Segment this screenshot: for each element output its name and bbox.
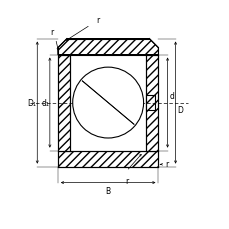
Polygon shape bbox=[58, 151, 158, 167]
Text: r: r bbox=[96, 16, 99, 25]
Text: D₁: D₁ bbox=[27, 99, 36, 108]
Circle shape bbox=[72, 68, 143, 138]
Text: r: r bbox=[50, 28, 53, 37]
Polygon shape bbox=[145, 55, 158, 151]
Polygon shape bbox=[58, 55, 70, 151]
Text: r: r bbox=[124, 176, 128, 185]
Polygon shape bbox=[58, 39, 158, 55]
Text: r: r bbox=[165, 159, 168, 168]
Text: d: d bbox=[169, 92, 173, 101]
Text: d₁: d₁ bbox=[41, 99, 49, 108]
Text: D: D bbox=[176, 106, 182, 114]
Polygon shape bbox=[145, 96, 154, 111]
Text: B: B bbox=[105, 186, 110, 195]
